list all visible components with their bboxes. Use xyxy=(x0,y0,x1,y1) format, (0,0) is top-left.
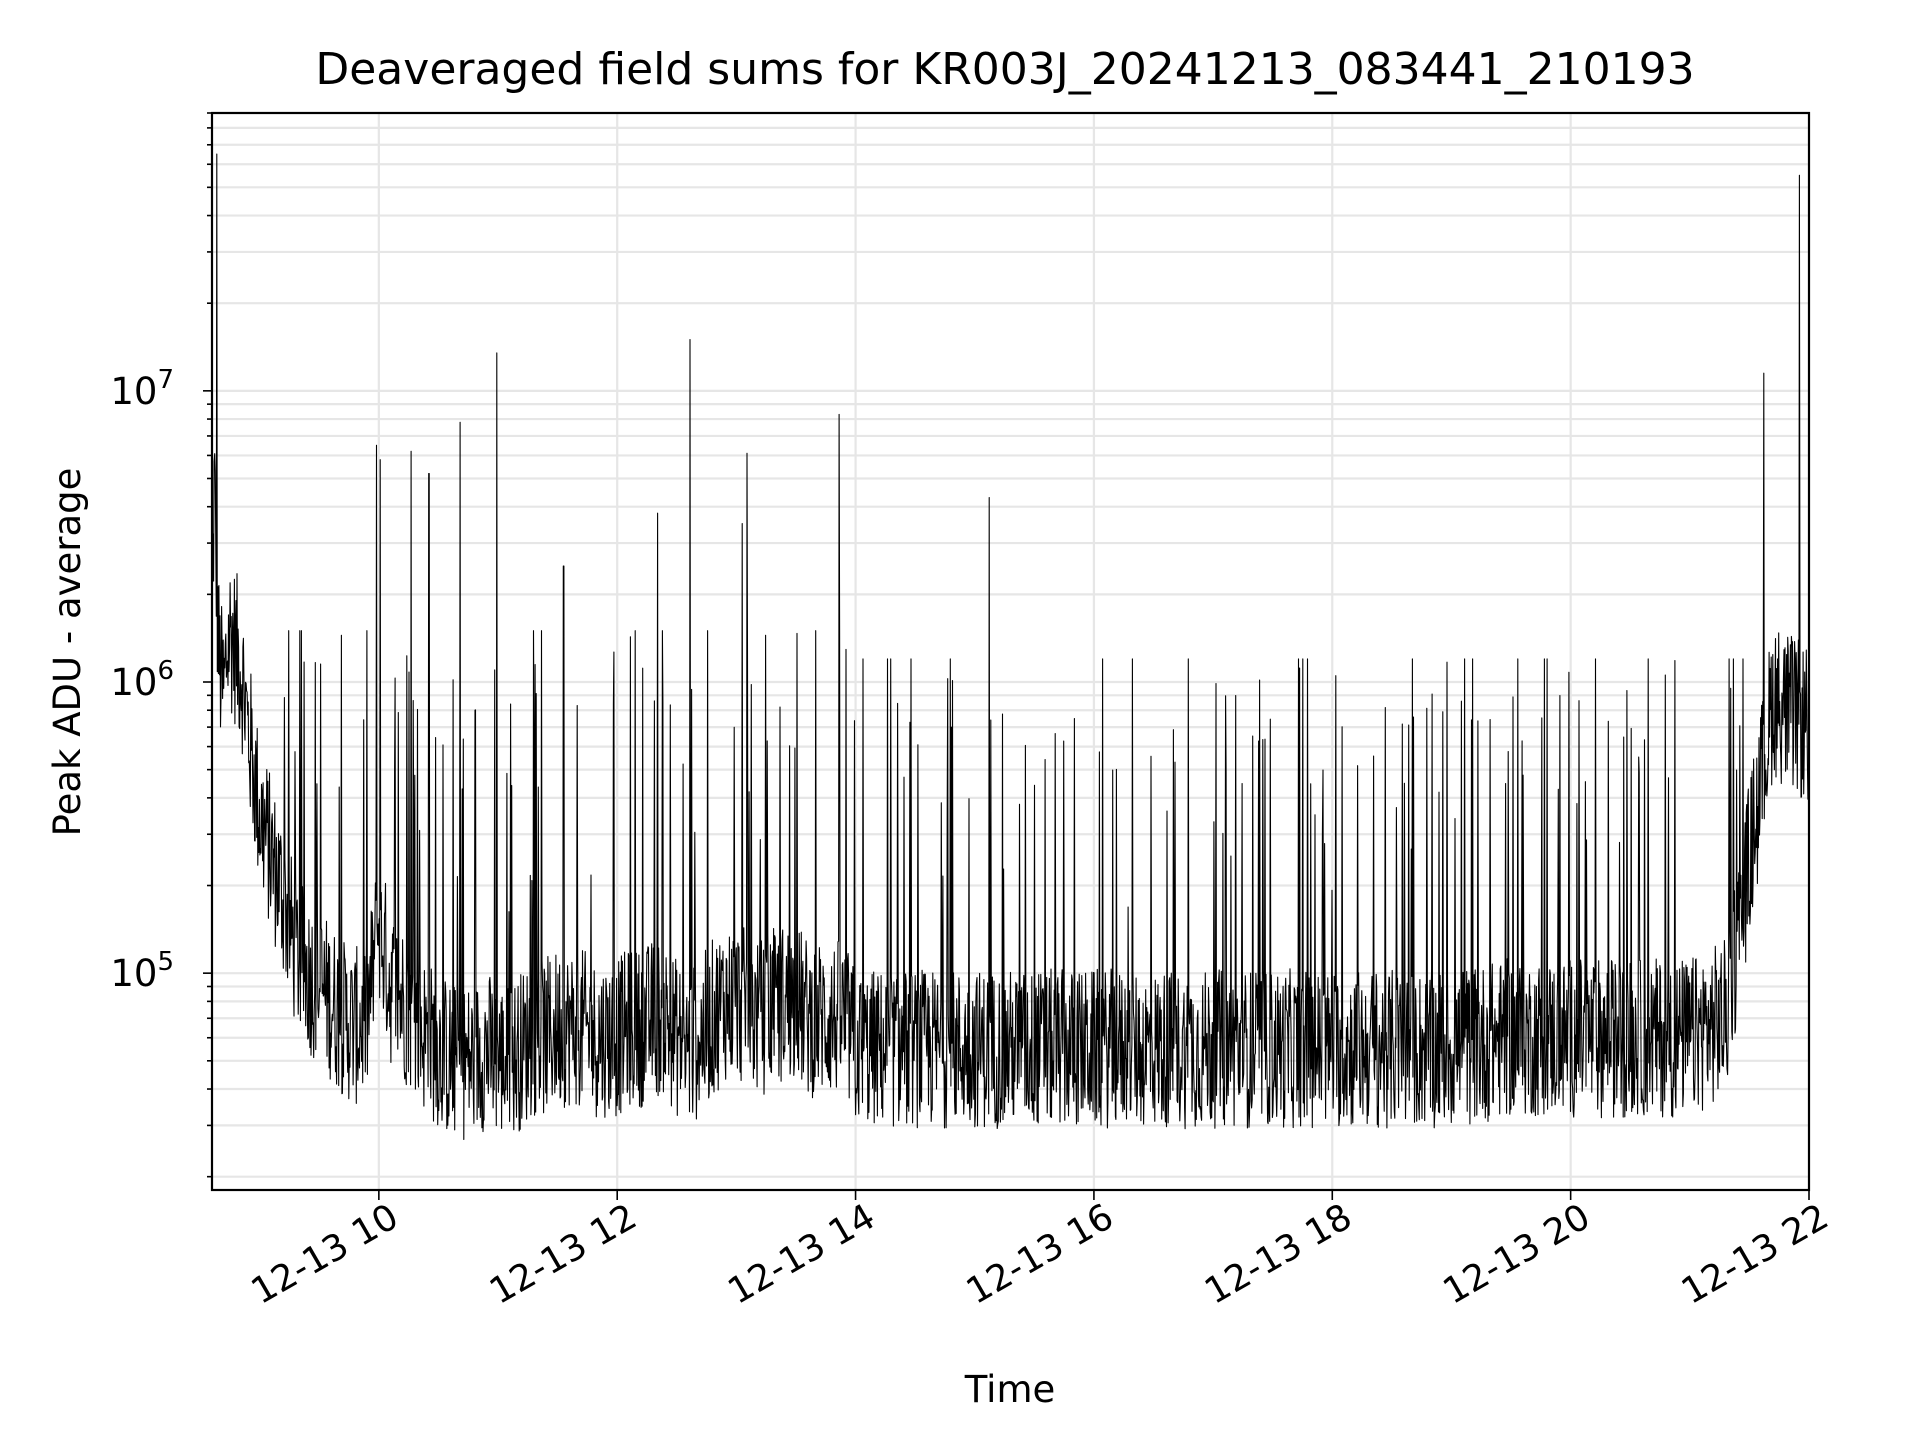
series-line xyxy=(211,153,1810,1141)
plot-frame xyxy=(210,111,1811,1192)
x-tick-label: 12-13 20 xyxy=(1436,1196,1597,1312)
series-line-group xyxy=(211,153,1810,1141)
y-tick-label-base: 10 xyxy=(110,952,157,995)
y-tick-label-exponent: 6 xyxy=(157,656,174,686)
y-tick-label-base: 10 xyxy=(110,370,157,413)
y-tick-label: 106 xyxy=(110,656,174,704)
x-tick-label: 12-13 18 xyxy=(1198,1196,1359,1312)
y-tick-label-exponent: 5 xyxy=(157,947,174,977)
y-tick-label: 105 xyxy=(110,947,174,995)
y-axis-label: Peak ADU - average xyxy=(46,468,89,837)
y-tick-label-exponent: 7 xyxy=(157,365,174,395)
x-axis-label: Time xyxy=(964,1368,1056,1411)
x-tick-label: 12-13 12 xyxy=(483,1196,644,1312)
axis-ticks xyxy=(203,112,1810,1200)
x-tick-label: 12-13 10 xyxy=(245,1196,406,1312)
x-tick-label: 12-13 14 xyxy=(721,1196,882,1312)
x-tick-label: 12-13 22 xyxy=(1675,1196,1836,1312)
y-tick-label: 107 xyxy=(110,365,174,413)
x-tick-labels: 12-13 10 12-13 12 12-13 14 12-13 16 12-13 18… xyxy=(245,1196,1836,1312)
y-tick-label-base: 10 xyxy=(110,661,157,704)
x-tick-label: 12-13 16 xyxy=(960,1196,1121,1312)
chart-title: Deaveraged field sums for KR003J_2024121… xyxy=(315,44,1694,95)
